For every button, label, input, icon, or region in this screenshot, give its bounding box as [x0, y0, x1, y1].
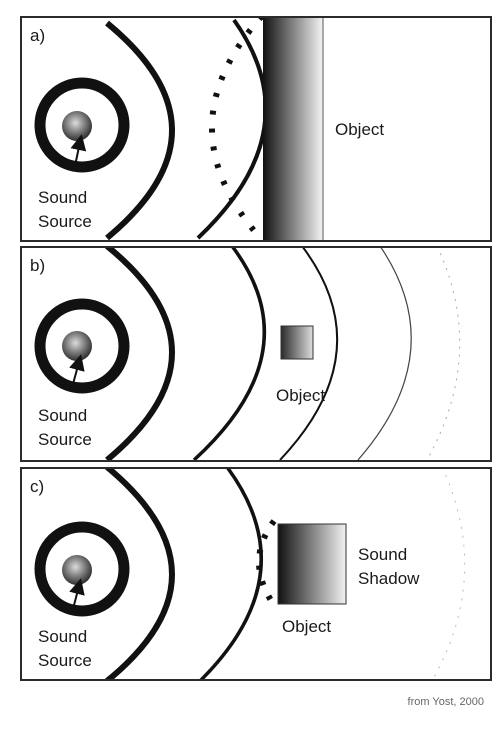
panel-label: b) [30, 256, 46, 275]
reflected-wavefront [256, 519, 277, 607]
panel-label: c) [30, 477, 45, 496]
source-ring [34, 521, 130, 617]
sound-source-label-line2: Source [38, 212, 92, 231]
sound-source-label-line1: Sound [38, 188, 88, 207]
panel-label: a) [30, 26, 46, 45]
object-label: Object [276, 386, 326, 405]
wavefront-5 [426, 248, 461, 460]
source-arrow [70, 134, 87, 167]
wavefront-2 [192, 248, 267, 460]
object-label: Object [335, 120, 385, 139]
panel-a: a) Sound Source Object [20, 16, 492, 242]
sound-source-ball [62, 111, 92, 141]
sound-source-label-line2: Source [38, 651, 92, 670]
source-ring [34, 77, 130, 173]
wavefront-2 [196, 18, 268, 240]
panel-c: c) Sound Source Object Sound Shadow [20, 467, 492, 681]
wavefront-1 [105, 469, 175, 679]
sound-source-ball [62, 555, 92, 585]
reflected-wavefront [209, 18, 265, 240]
faint-wavefront [432, 469, 466, 679]
panel-c-drawing [34, 469, 466, 679]
wavefront-1 [105, 20, 175, 240]
wavefront-3 [279, 248, 339, 460]
small-object [280, 325, 314, 360]
wavefront-1 [105, 248, 175, 460]
source-arrow [69, 578, 85, 610]
object-with-shadow [277, 523, 347, 605]
sound-shadow-label-line2: Shadow [358, 569, 420, 588]
credit-text: from Yost, 2000 [407, 696, 484, 708]
sound-source-ball [62, 331, 92, 361]
panel-b: b) Sound Source Object [20, 246, 492, 462]
panel-a-drawing [34, 18, 324, 240]
source-ring [34, 298, 130, 394]
wavefront-2 [199, 469, 263, 679]
sound-shadow-label-line1: Sound [358, 545, 408, 564]
wavefront-4 [357, 248, 412, 460]
source-arrow [69, 354, 85, 385]
object-wall [263, 18, 323, 240]
panel-b-drawing [34, 248, 461, 460]
object-label: Object [282, 617, 332, 636]
sound-source-label-line2: Source [38, 430, 92, 449]
sound-source-label-line1: Sound [38, 406, 88, 425]
sound-source-label-line1: Sound [38, 627, 88, 646]
